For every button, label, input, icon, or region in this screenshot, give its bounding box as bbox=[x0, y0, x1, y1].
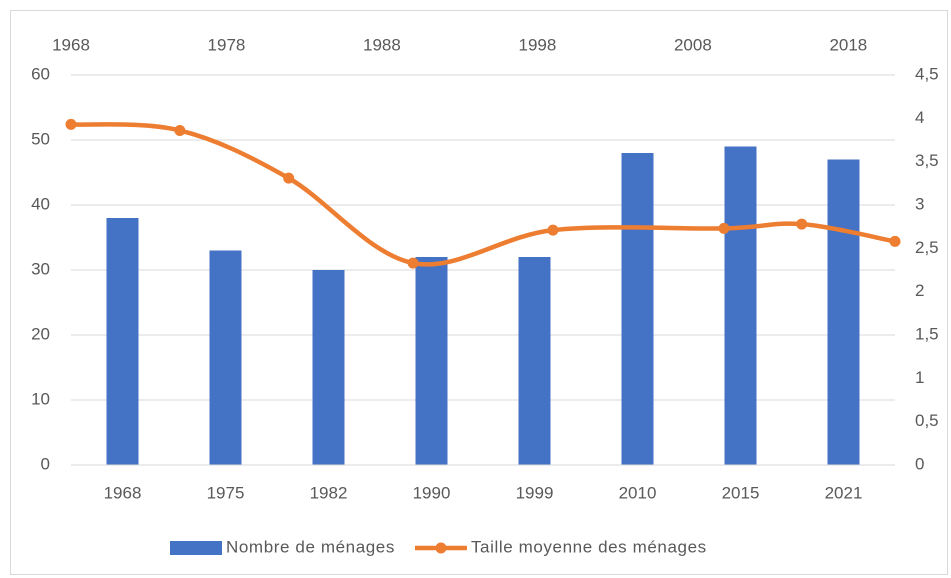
x2-tick-label: 2018 bbox=[829, 35, 867, 54]
chart-frame bbox=[10, 10, 948, 575]
x2-tick-label: 1998 bbox=[519, 35, 557, 54]
y2-tick-label: 1 bbox=[915, 368, 924, 387]
line-point bbox=[174, 124, 186, 136]
y2-tick-label: 2,5 bbox=[915, 238, 939, 257]
y2-tick-label: 4,5 bbox=[915, 64, 939, 83]
y2-tick-label: 3,5 bbox=[915, 151, 939, 170]
y2-tick-label: 0,5 bbox=[915, 411, 939, 430]
x2-tick-label: 2008 bbox=[674, 35, 712, 54]
bar bbox=[312, 270, 345, 465]
x-tick-label: 1990 bbox=[413, 483, 451, 502]
y-tick-label: 30 bbox=[31, 259, 50, 278]
legend-label: Taille moyenne des ménages bbox=[471, 537, 707, 556]
line-point bbox=[283, 172, 295, 184]
line bbox=[68, 122, 898, 267]
x-tick-label: 2021 bbox=[825, 483, 863, 502]
x-tick-label: 1982 bbox=[310, 483, 348, 502]
x-tick-label: 1975 bbox=[207, 483, 245, 502]
y-tick-label: 50 bbox=[31, 129, 50, 148]
x2-tick-label: 1988 bbox=[363, 35, 401, 54]
line-point bbox=[547, 224, 559, 236]
y2-tick-label: 4 bbox=[915, 108, 924, 127]
y-tick-label: 20 bbox=[31, 324, 50, 343]
x-tick-label: 2015 bbox=[722, 483, 760, 502]
bar bbox=[621, 153, 654, 465]
x2-tick-label: 1978 bbox=[208, 35, 246, 54]
line-point bbox=[889, 235, 901, 247]
y2-tick-label: 2 bbox=[915, 281, 924, 300]
x-tick-label: 1968 bbox=[104, 483, 142, 502]
legend-swatch bbox=[435, 542, 447, 554]
bar bbox=[724, 146, 757, 465]
x2-tick-label: 1968 bbox=[52, 35, 90, 54]
bar bbox=[106, 218, 139, 465]
legend-label: Nombre de ménages bbox=[226, 537, 395, 556]
line-point bbox=[718, 222, 730, 234]
line-point bbox=[65, 118, 77, 130]
bar bbox=[518, 257, 551, 465]
y2-tick-label: 1,5 bbox=[915, 324, 939, 343]
line-point bbox=[796, 218, 808, 230]
y2-tick-label: 3 bbox=[915, 194, 924, 213]
line-point bbox=[407, 257, 419, 269]
bar bbox=[209, 250, 242, 465]
y2-tick-label: 0 bbox=[915, 454, 924, 473]
bar bbox=[415, 257, 448, 465]
legend-swatch bbox=[170, 541, 222, 555]
y-tick-label: 60 bbox=[31, 64, 50, 83]
x-tick-label: 2010 bbox=[619, 483, 657, 502]
x-tick-label: 1999 bbox=[516, 483, 554, 502]
y-tick-label: 40 bbox=[31, 194, 50, 213]
y-tick-label: 0 bbox=[41, 454, 50, 473]
y-tick-label: 10 bbox=[31, 389, 50, 408]
bar bbox=[827, 159, 860, 465]
